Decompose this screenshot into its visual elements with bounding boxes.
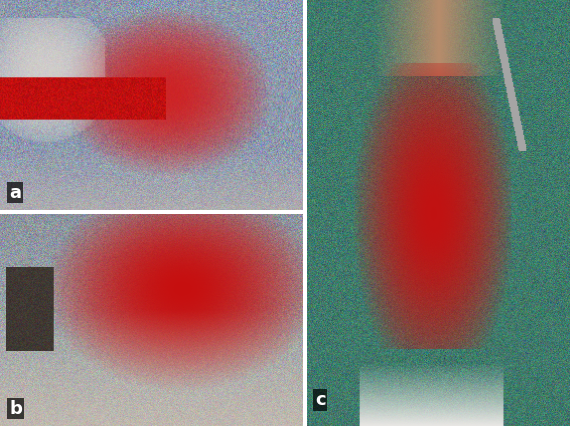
Text: c: c	[315, 391, 325, 409]
Text: a: a	[9, 184, 21, 201]
Text: b: b	[9, 400, 22, 417]
